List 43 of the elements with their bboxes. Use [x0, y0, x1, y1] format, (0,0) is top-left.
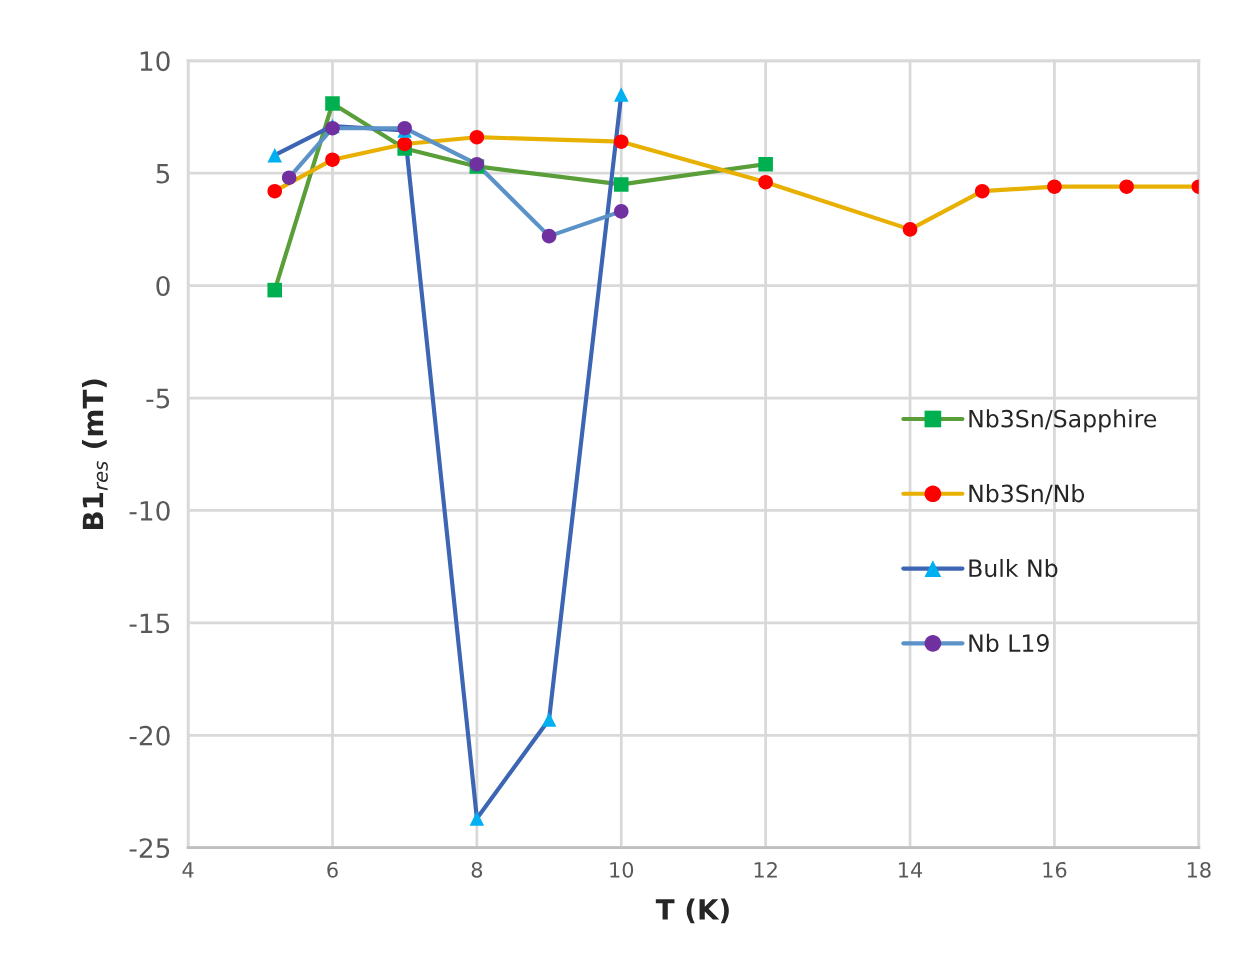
- point: [541, 228, 557, 244]
- point: [267, 147, 283, 163]
- x-tick-label: 8: [471, 861, 483, 878]
- y-tick-label: 5: [156, 163, 170, 184]
- legend-label: Nb3Sn/Sapphire: [969, 409, 1157, 433]
- x-tick-label: 16: [1043, 861, 1067, 878]
- point: [469, 811, 485, 826]
- x-tick-label: 10: [610, 861, 634, 878]
- y-tick-label: -10: [129, 500, 170, 521]
- point: [902, 222, 918, 237]
- y-axis-title: B1$_{res}$ (mT): [82, 379, 108, 530]
- x-tick-label: 14: [899, 862, 923, 878]
- point: [613, 204, 629, 219]
- legend-label: Nb L19: [969, 633, 1049, 652]
- point: [397, 136, 412, 152]
- y-tick-label: 0: [156, 276, 170, 296]
- point: [267, 183, 283, 199]
- point: [758, 156, 773, 172]
- point: [613, 134, 629, 149]
- y-tick-label: 10: [140, 51, 170, 72]
- legend-label: Nb3Sn/Nb: [969, 484, 1085, 505]
- y-tick-label: -5: [146, 388, 170, 409]
- x-tick-label: 6: [327, 861, 338, 878]
- point: [613, 87, 629, 102]
- x-tick-label: 4: [182, 862, 194, 878]
- x-axis-title: T (K): [655, 898, 729, 924]
- x-tick-label: 12: [754, 861, 777, 878]
- legend-label: Bulk Nb: [969, 558, 1058, 578]
- point: [267, 282, 283, 298]
- y-tick-label: -15: [129, 613, 170, 634]
- point: [325, 152, 340, 167]
- point: [1119, 179, 1134, 194]
- y-tick-label: -20: [129, 725, 170, 746]
- point: [325, 96, 340, 111]
- y-tick-label: -25: [129, 838, 170, 859]
- point: [541, 712, 557, 727]
- point: [758, 174, 773, 190]
- point: [974, 183, 990, 199]
- point: [1047, 179, 1062, 194]
- point: [469, 129, 485, 145]
- x-tick-label: 18: [1187, 861, 1211, 878]
- point: [281, 170, 297, 185]
- point: [613, 177, 629, 192]
